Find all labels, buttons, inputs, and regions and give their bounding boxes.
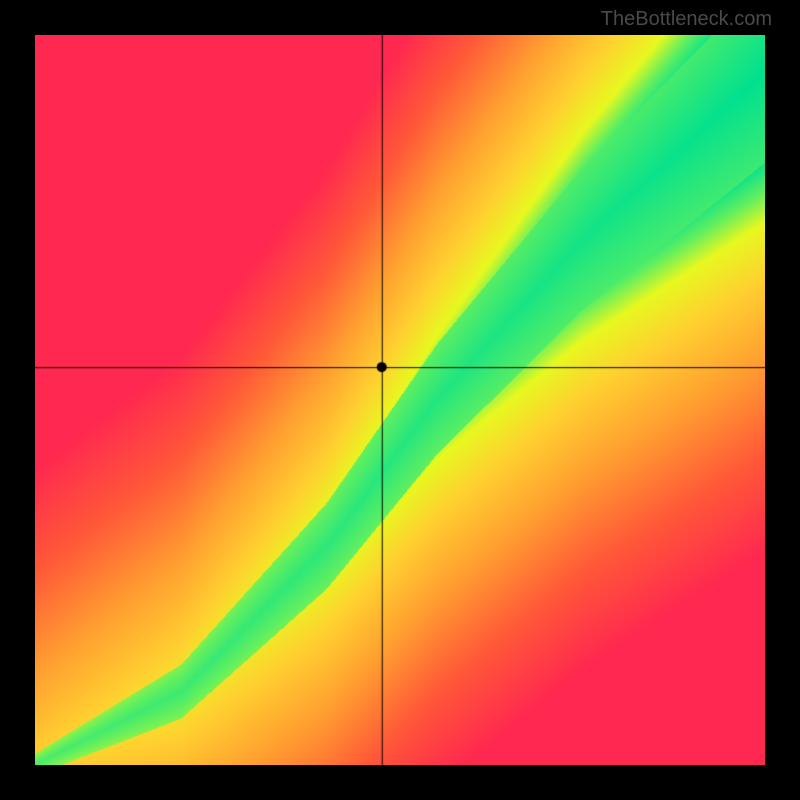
heatmap-canvas <box>35 35 765 765</box>
heatmap-chart <box>35 35 765 765</box>
watermark-text: TheBottleneck.com <box>601 8 772 31</box>
